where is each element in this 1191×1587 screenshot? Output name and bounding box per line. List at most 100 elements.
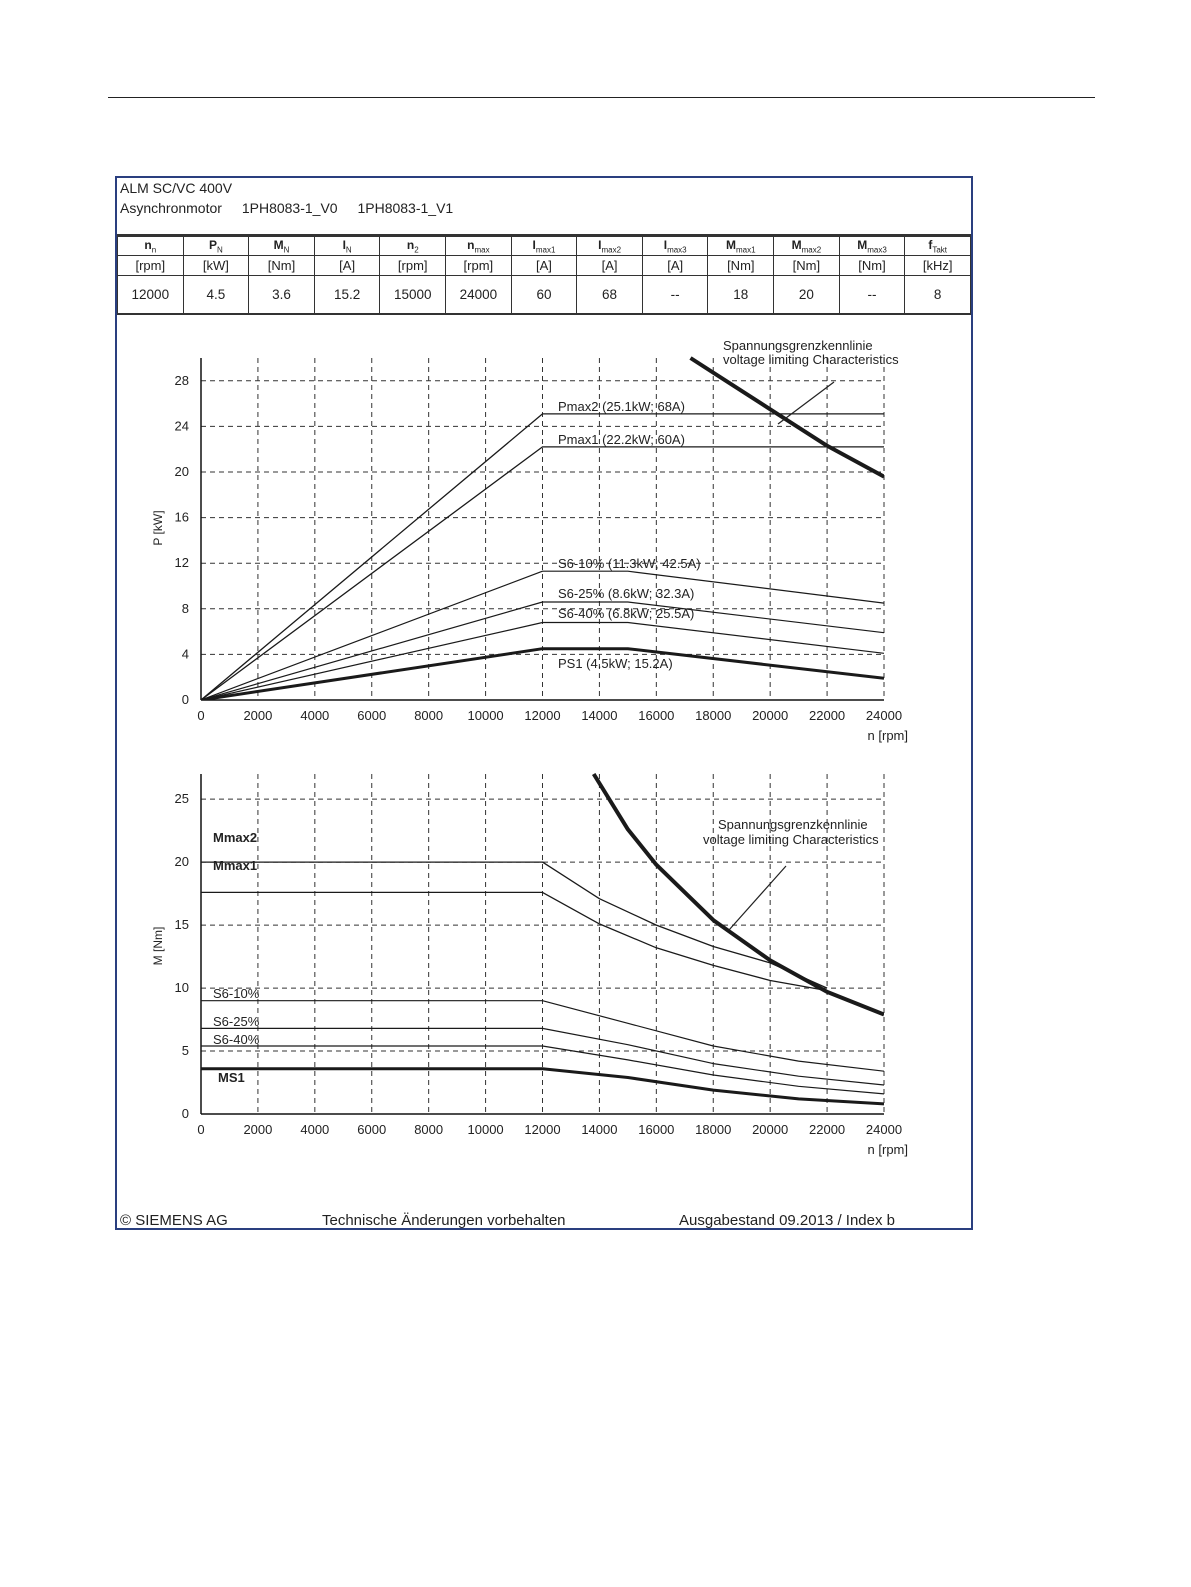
spec-value-9: 18: [707, 275, 775, 315]
spec-value-10: 20: [773, 275, 840, 315]
series-line-6: [591, 772, 884, 1017]
spec-value-0: 12000: [117, 275, 184, 315]
spec-unit-7: [A]: [576, 255, 643, 276]
series-label-0: Mmax2: [213, 830, 257, 845]
datasheet-frame: ALM SC/VC 400V Asynchronmotor 1PH8083-1_…: [115, 176, 973, 1230]
annotation-leader: [728, 865, 787, 931]
y-tick-label: 10: [175, 980, 189, 995]
spec-value-12: 8: [904, 275, 971, 315]
spec-unit-1: [kW]: [182, 255, 250, 276]
spec-value-row: 12000 4.5 3.6 15.2 15000 24000 60 68 -- 18 20 -- 8: [117, 275, 971, 315]
header-line-1: ALM SC/VC 400V: [120, 180, 233, 196]
x-tick-label: 14000: [581, 708, 617, 723]
x-tick-label: 22000: [809, 708, 845, 723]
spec-unit-5: [rpm]: [445, 255, 512, 276]
x-tick-label: 6000: [357, 708, 386, 723]
y-axis-label: P [kW]: [151, 510, 165, 545]
chart-0: 0 2000 4000 6000 8000 10000 12000 14000 16000 180…: [151, 338, 908, 743]
spec-unit-0: [rpm]: [117, 255, 184, 276]
series-line-1: [201, 446, 884, 700]
spec-value-11: --: [838, 275, 906, 315]
header-model-v1: 1PH8083-1_V1: [357, 200, 454, 216]
x-tick-label: 4000: [300, 1122, 329, 1137]
x-tick-label: 20000: [752, 708, 788, 723]
y-tick-label: 5: [182, 1043, 189, 1058]
series-label-3: S6-25% (8.6kW; 32.3A): [558, 586, 694, 601]
y-tick-label: 16: [175, 510, 189, 525]
series-line-5: [201, 1067, 884, 1106]
x-tick-label: 2000: [243, 708, 272, 723]
spec-value-5: 24000: [445, 275, 512, 315]
series-label-1: Pmax1 (22.2kW; 60A): [558, 432, 685, 447]
spec-unit-4: [rpm]: [379, 255, 447, 276]
x-tick-label: 10000: [468, 708, 504, 723]
footer-edition: Ausgabestand 09.2013 / Index b: [679, 1212, 896, 1229]
spec-symbol-row: nn PN MN IN n2 nmax Imax1 Imax2 Imax3 Mmax1 Mmax2 M…: [117, 236, 971, 256]
series-label-4: S6-40% (6.8kW; 25.5A): [558, 606, 694, 621]
series-line-4: [201, 1045, 884, 1095]
y-tick-label: 20: [175, 464, 189, 479]
spec-value-4: 15000: [379, 275, 447, 315]
y-tick-label: 15: [175, 917, 189, 932]
series-line-2: [201, 1000, 884, 1072]
x-tick-label: 8000: [414, 1122, 443, 1137]
series-label-5: MS1: [218, 1070, 245, 1085]
series-line-1: [201, 891, 828, 992]
series-line-0: [201, 861, 828, 989]
series-label-1: Mmax1: [213, 858, 257, 873]
series-label-0: Pmax2 (25.1kW; 68A): [558, 399, 685, 414]
series-label-4: S6-40%: [213, 1032, 260, 1047]
footer-copyright: © SIEMENS AG: [120, 1212, 228, 1229]
header-model-v0: 1PH8083-1_V0: [241, 200, 338, 216]
series-line-2: [201, 570, 884, 700]
x-tick-label: 18000: [695, 1122, 731, 1137]
series-line-6: [689, 356, 884, 479]
y-tick-label: 24: [175, 418, 189, 433]
x-axis-label: n [rpm]: [868, 728, 908, 743]
x-tick-label: 6000: [357, 1122, 386, 1137]
annotation-leader: [777, 381, 835, 425]
series-label-2: S6-10%: [213, 986, 260, 1001]
annotation-line-2: voltage limiting Characteristics: [703, 832, 879, 847]
top-rule: [108, 97, 1095, 98]
spec-unit-row: [rpm] [kW] [Nm] [A] [rpm] [rpm] [A] [A] [A] [Nm][…: [117, 255, 971, 276]
x-tick-label: 14000: [581, 1122, 617, 1137]
x-tick-label: 24000: [866, 1122, 902, 1137]
annotation-line-2: voltage limiting Characteristics: [723, 352, 899, 367]
y-tick-label: 0: [182, 1106, 189, 1121]
chart-canvas: 0 2000 4000 6000 8000 10000 12000 14000 16000 180…: [151, 338, 908, 1157]
chart-1: 0 2000 4000 6000 8000 10000 12000 14000 16000 180…: [151, 772, 908, 1157]
y-tick-label: 28: [175, 373, 189, 388]
spec-unit-10: [Nm]: [773, 255, 840, 276]
annotation-line-1: Spannungsgrenzkennlinie: [723, 338, 873, 353]
x-tick-label: 12000: [524, 1122, 560, 1137]
x-tick-label: 0: [197, 1122, 204, 1137]
y-tick-label: 12: [175, 555, 189, 570]
x-tick-label: 24000: [866, 708, 902, 723]
spec-unit-3: [A]: [313, 255, 381, 276]
footer-notice: Technische Änderungen vorbehalten: [322, 1212, 566, 1229]
x-tick-label: 22000: [809, 1122, 845, 1137]
spec-unit-9: [Nm]: [707, 255, 775, 276]
x-tick-label: 18000: [695, 708, 731, 723]
spec-value-2: 3.6: [248, 275, 315, 315]
spec-table: nn PN MN IN n2 nmax Imax1 Imax2 Imax3 Mmax1 Mmax2 M…: [117, 236, 971, 315]
x-tick-label: 8000: [414, 708, 443, 723]
x-tick-label: 12000: [524, 708, 560, 723]
series-line-0: [201, 413, 884, 700]
x-axis-label: n [rpm]: [868, 1142, 908, 1157]
header-line-2: Asynchronmotor 1PH8083-1_V0 1PH8083-1_V1: [120, 200, 453, 216]
spec-unit-11: [Nm]: [838, 255, 906, 276]
spec-unit-12: [kHz]: [904, 255, 971, 276]
x-tick-label: 16000: [638, 1122, 674, 1137]
spec-unit-2: [Nm]: [248, 255, 315, 276]
series-line-4: [201, 621, 884, 700]
series-label-3: S6-25%: [213, 1014, 260, 1029]
header-motor-type: Asynchronmotor: [120, 200, 222, 216]
x-tick-label: 16000: [638, 708, 674, 723]
x-tick-label: 10000: [468, 1122, 504, 1137]
series-line-3: [201, 601, 884, 700]
header-divider: [117, 234, 971, 236]
spec-value-8: --: [641, 275, 709, 315]
series-line-5: [201, 647, 884, 700]
